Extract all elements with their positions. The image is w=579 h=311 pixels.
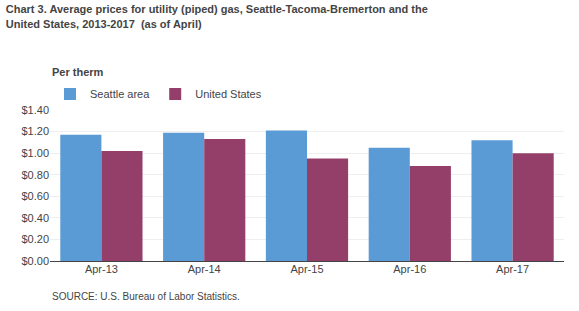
svg-text:Per therm: Per therm: [52, 66, 104, 78]
svg-text:$0.00: $0.00: [21, 255, 49, 267]
svg-text:United States: United States: [195, 88, 262, 100]
svg-text:SOURCE: U.S. Bureau of Labor S: SOURCE: U.S. Bureau of Labor Statistics.: [52, 291, 240, 302]
svg-text:Seattle area: Seattle area: [90, 88, 150, 100]
svg-text:Apr-17: Apr-17: [496, 263, 529, 275]
svg-text:$0.20: $0.20: [21, 233, 49, 245]
svg-text:$1.20: $1.20: [21, 125, 49, 137]
svg-text:$1.00: $1.00: [21, 147, 49, 159]
svg-text:$0.60: $0.60: [21, 190, 49, 202]
svg-text:Apr-16: Apr-16: [393, 263, 426, 275]
svg-text:Apr-14: Apr-14: [188, 263, 221, 275]
svg-text:$1.40: $1.40: [21, 104, 49, 116]
svg-text:Apr-13: Apr-13: [85, 263, 118, 275]
svg-text:Apr-15: Apr-15: [290, 263, 323, 275]
svg-text:$0.40: $0.40: [21, 212, 49, 224]
svg-text:Chart 3. Average prices for ut: Chart 3. Average prices for utility (pip…: [6, 3, 428, 29]
svg-text:$0.80: $0.80: [21, 169, 49, 181]
